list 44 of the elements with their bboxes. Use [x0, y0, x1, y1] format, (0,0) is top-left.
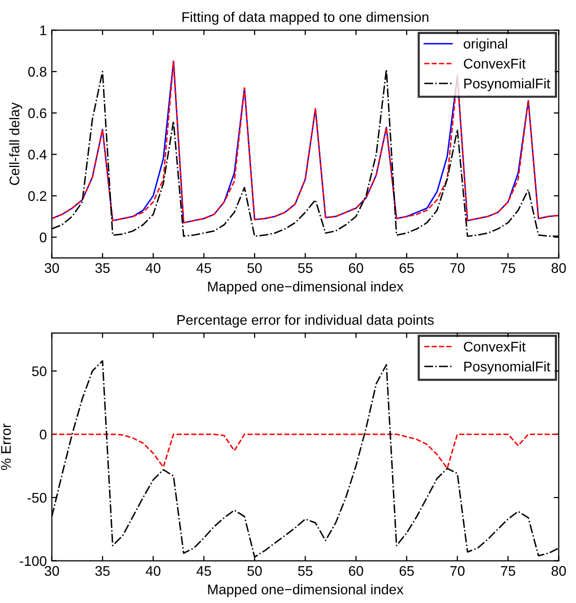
- x-tick-label: 45: [196, 566, 212, 576]
- legend-label: original: [464, 38, 508, 52]
- legend-label: ConvexFit: [464, 58, 526, 69]
- x-tick-label: 60: [348, 263, 364, 273]
- chart-title: Fitting of data mapped to one dimension: [182, 12, 428, 25]
- legend-label: PosynomialFit: [464, 361, 550, 374]
- x-tick-label: 35: [95, 566, 110, 576]
- x-tick-label: 40: [146, 566, 160, 576]
- y-tick-label: 0.8: [28, 66, 46, 77]
- y-tick-label: 1: [40, 26, 46, 36]
- x-tick-label: 70: [450, 263, 465, 273]
- x-tick-label: 40: [146, 263, 160, 273]
- y-tick-label: -50: [28, 492, 46, 503]
- x-axis-title: Mapped one−dimensional index: [208, 584, 404, 598]
- x-tick-label: 75: [501, 263, 516, 273]
- x-tick-label: 75: [501, 566, 516, 576]
- x-tick-label: 65: [400, 566, 414, 576]
- x-tick-label: 80: [552, 263, 566, 273]
- x-tick-label: 70: [450, 566, 465, 576]
- y-tick-label: 0: [40, 232, 46, 242]
- x-tick-label: 30: [44, 566, 60, 576]
- x-axis-title: Mapped one−dimensional index: [208, 281, 404, 294]
- x-tick-label: 30: [44, 263, 60, 273]
- x-tick-label: 55: [298, 263, 312, 273]
- x-tick-label: 65: [400, 263, 414, 273]
- y-tick-label: 0.2: [28, 191, 46, 201]
- x-tick-label: 35: [95, 263, 110, 273]
- x-tick-label: 80: [552, 566, 566, 576]
- y-axis-title: Cell-fall delay: [9, 102, 22, 185]
- y-tick-label: 50: [32, 366, 46, 376]
- y-tick-label: 0.6: [28, 108, 46, 118]
- y-tick-label: -100: [20, 556, 46, 566]
- y-tick-label: 0.4: [28, 150, 47, 160]
- x-tick-label: 55: [298, 566, 312, 576]
- x-tick-label: 60: [348, 566, 364, 576]
- x-tick-label: 50: [247, 263, 262, 273]
- x-tick-label: 50: [247, 566, 262, 576]
- chart-title: Percentage error for individual data points: [177, 314, 434, 328]
- line-series: [52, 434, 559, 470]
- y-tick-label: 0: [40, 430, 46, 440]
- legend-label: PosynomialFit: [464, 78, 550, 92]
- legend-label: ConvexFit: [464, 341, 526, 352]
- y-axis-title: % Error: [1, 424, 11, 470]
- x-tick-label: 45: [196, 263, 212, 273]
